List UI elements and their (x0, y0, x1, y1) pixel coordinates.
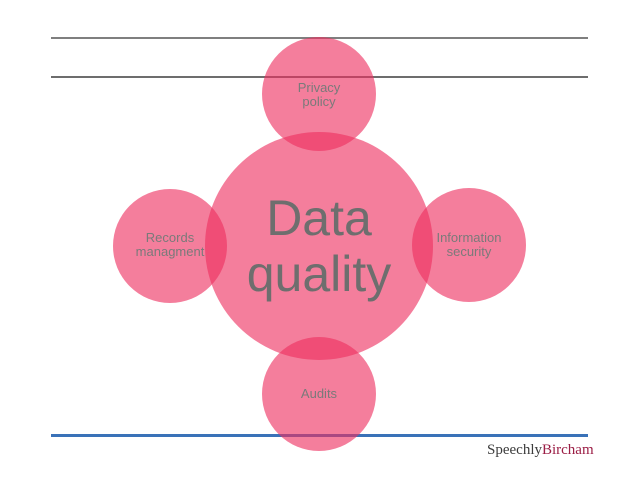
records-managment-line2: managment (135, 244, 205, 259)
data-quality-line2: quality (246, 246, 392, 302)
audits-line1: Audits (300, 386, 338, 401)
data-quality-line1: Data (266, 190, 372, 246)
information-security-line2: security (446, 244, 492, 259)
information-security-line1: Information (436, 230, 502, 245)
logo-part1: Speechly (487, 442, 542, 458)
label-privacy-policy: Privacy policy (262, 81, 376, 109)
label-records-managment: Records managment (113, 231, 227, 259)
records-managment-line1: Records (145, 230, 195, 245)
logo-part2: Bircham (541, 442, 594, 458)
speechly-bircham-logo: SpeechlyBircham (487, 441, 594, 459)
privacy-policy-line2: policy (302, 94, 336, 109)
label-information-security: Information security (412, 231, 526, 259)
label-audits: Audits (262, 387, 376, 401)
privacy-policy-line1: Privacy (297, 80, 341, 95)
circle-data-quality (205, 132, 433, 360)
label-data-quality: Data quality (205, 190, 433, 302)
